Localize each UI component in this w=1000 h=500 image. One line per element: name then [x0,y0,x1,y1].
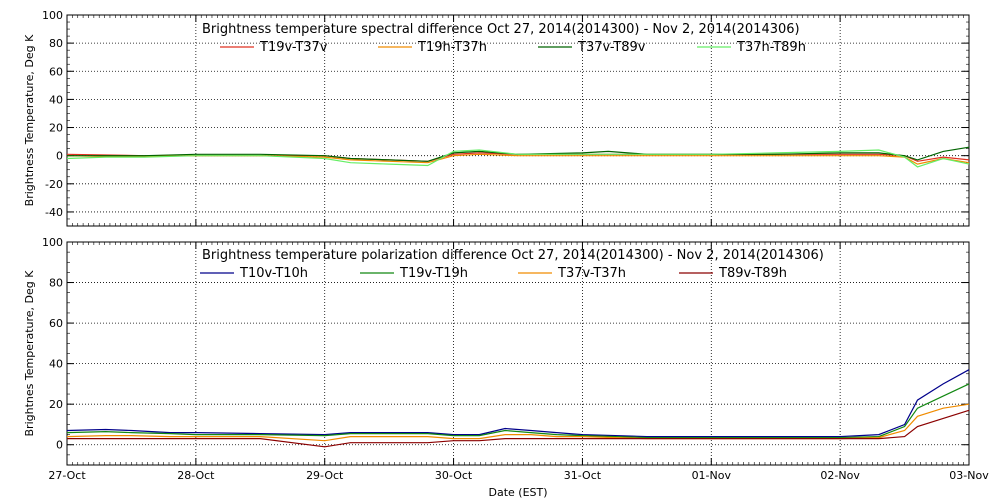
x-tick-label: 02-Nov [820,469,860,482]
y-axis-label: Brightness Temperature, Deg K [23,34,36,206]
x-axis-label: Date (EST) [488,486,547,499]
y-tick-label: 20 [49,122,63,135]
legend-label: T19v-T19h [399,266,468,281]
legend-label: T19h-T37h [417,40,487,55]
legend-label: T19v-T37v [259,40,328,55]
x-tick-label: 27-Oct [48,469,86,482]
legend-label: T37v-T37h [557,266,626,281]
y-tick-label: -40 [45,206,63,219]
legend-label: T37h-T89h [736,40,806,55]
x-tick-label: 29-Oct [306,469,344,482]
y-tick-label: 80 [49,37,63,50]
legend-label: T10v-T10h [239,266,308,281]
y-tick-label: 80 [49,277,63,290]
x-tick-label: 30-Oct [435,469,473,482]
y-tick-label: 60 [49,65,63,78]
y-tick-label: 100 [42,9,63,22]
legend-label: T89v-T89h [718,266,787,281]
y-tick-label: 100 [42,236,63,249]
y-tick-label: -20 [45,178,63,191]
y-tick-label: 60 [49,317,63,330]
y-tick-label: 0 [56,439,63,452]
x-tick-label: 03-Nov [949,469,989,482]
series-line-t37v-t37h [66,403,970,442]
x-tick-label: 01-Nov [692,469,732,482]
x-tick-label: 31-Oct [564,469,602,482]
spectral-difference-panel: -40 -20 0 20 40 60 80 100 T19v-T37v T19h-T37h T37v… [23,9,970,227]
legend-label: T37v-T89v [577,40,646,55]
plot-frame [66,14,970,227]
y-tick-label: 40 [49,358,63,371]
y-axis-label: Brightnes Temperature, Deg K [23,270,36,437]
chart-title: Brightness temperature polarization diff… [202,248,824,263]
chart-title: Brightness temperature spectral differen… [202,22,800,37]
series-line-t19v-t19h [66,383,970,439]
series-line-t10v-t10h [66,369,970,438]
y-tick-label: 40 [49,93,63,106]
x-tick-label: 28-Oct [177,469,215,482]
series-line-t89v-t89h [67,409,970,448]
y-tick-label: 20 [49,398,63,411]
series-line-t37h-t89h [66,149,970,168]
polarization-difference-panel: 27-Oct 28-Oct 29-Oct 30-Oct 31-Oct 01-Nov 02-N… [23,236,989,499]
y-tick-label: 0 [56,150,63,163]
